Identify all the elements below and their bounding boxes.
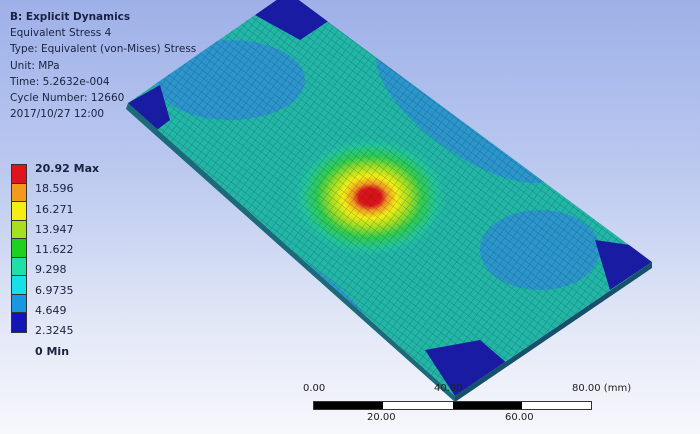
legend-swatch: [12, 276, 26, 295]
scale-label: 0.00: [303, 383, 326, 394]
legend-color-bar: [11, 164, 27, 333]
color-legend[interactable]: 20.92 Max 18.596 16.271 13.947 11.622 9.…: [11, 162, 121, 363]
scale-label: 40.00: [434, 383, 463, 394]
legend-swatch: [12, 294, 26, 313]
result-unit: Unit: MPa: [10, 59, 60, 72]
legend-swatch: [12, 313, 26, 332]
result-date: 2017/10/27 12:00: [10, 108, 105, 121]
result-time: Time: 5.2632e-004: [10, 75, 110, 88]
legend-label: 4.649: [35, 304, 67, 318]
legend-label: 13.947: [35, 222, 74, 236]
legend-label: 9.298: [35, 263, 67, 277]
plate-side: [126, 103, 455, 402]
legend-label: 11.622: [35, 243, 74, 257]
cycle-number: Cycle Number: 12660: [10, 92, 125, 105]
analysis-title: B: Explicit Dynamics: [10, 11, 131, 23]
legend-label: 16.271: [35, 202, 74, 216]
result-name: Equivalent Stress 4: [10, 27, 112, 40]
scale-label: 20.00: [367, 412, 396, 423]
legend-swatch: [12, 257, 26, 276]
legend-swatch: [12, 183, 26, 202]
legend-label-max: 20.92 Max: [35, 162, 100, 175]
result-info: B: Explicit Dynamics Equivalent Stress 4…: [10, 9, 250, 122]
scale-label: 60.00: [505, 412, 534, 423]
legend-label: 6.9735: [35, 283, 74, 297]
plate-side-right: [455, 262, 652, 402]
legend-swatch: [12, 239, 26, 258]
scale-bar: 0.00 40.00 80.00 (mm) 20.00 60.00: [300, 380, 660, 430]
result-type: Type: Equivalent (von-Mises) Stress: [10, 43, 197, 56]
scale-bar-graphic: [313, 401, 592, 410]
scale-label: 80.00 (mm): [572, 383, 632, 394]
legend-label: 18.596: [35, 182, 74, 196]
legend-swatch: [12, 202, 26, 221]
legend-swatch: [12, 220, 26, 239]
legend-swatch: [12, 165, 26, 184]
legend-label-min: 0 Min: [35, 344, 70, 358]
legend-label: 2.3245: [35, 324, 74, 338]
